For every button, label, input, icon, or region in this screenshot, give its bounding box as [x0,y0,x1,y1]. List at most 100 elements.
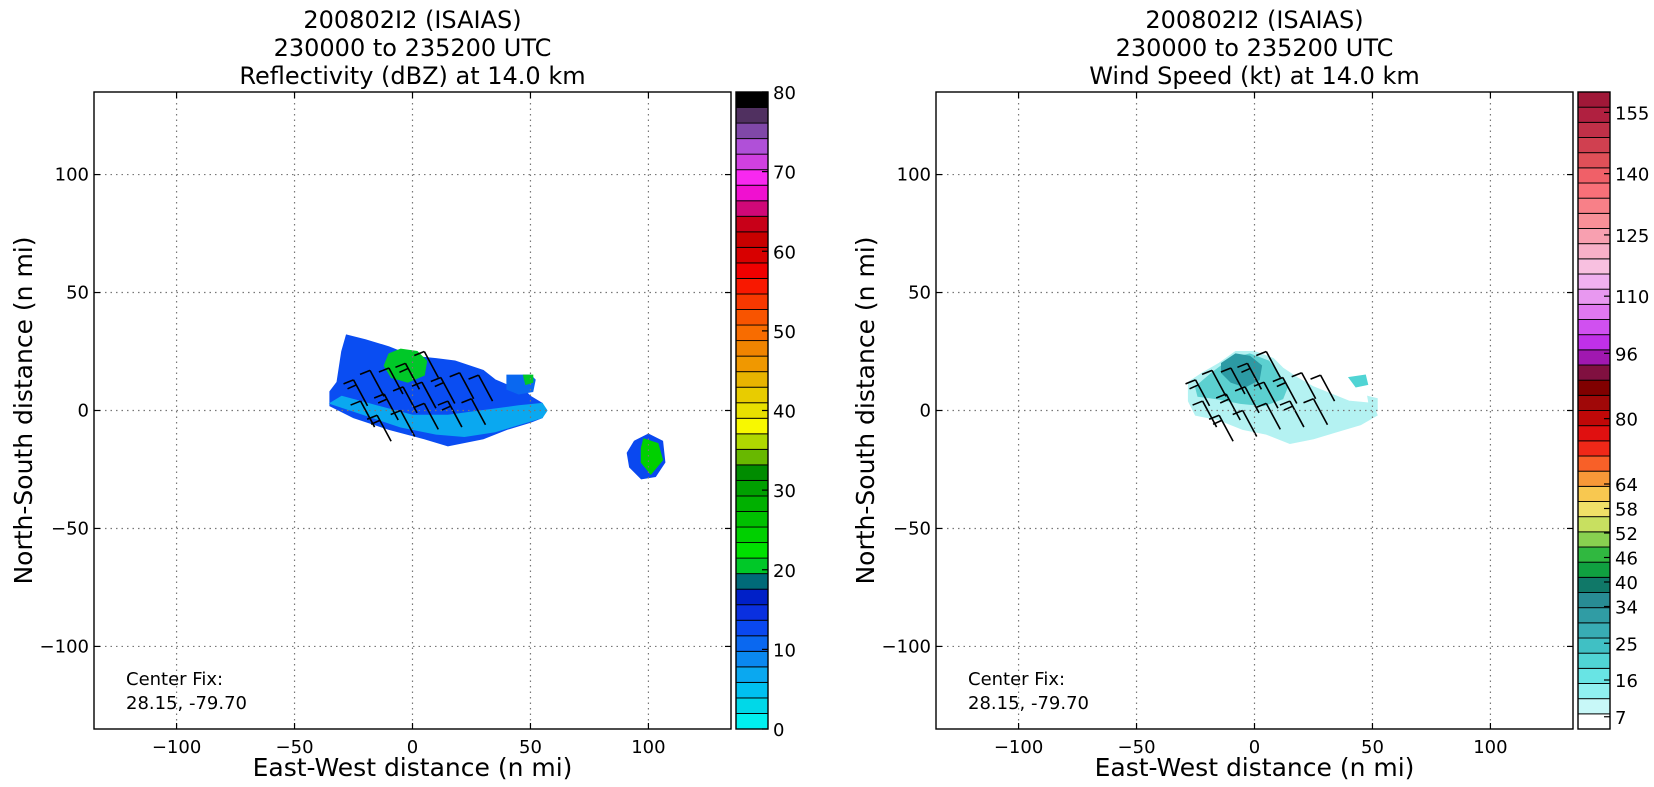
colorbar-tick-label: 155 [1615,103,1649,124]
wind-barb [350,400,376,428]
reflectivity-colorbar: 0 10 20 30 40 50 60 70 80 [735,83,796,741]
reflectivity-y-axis-label: North-South distance (n mi) [9,236,38,584]
colorbar-swatch [1577,379,1611,396]
colorbar-swatch [1577,455,1611,472]
y-tick-label: 0 [78,401,89,422]
wind-barb [461,397,487,426]
x-tick-label: 0 [1249,737,1260,758]
x-tick-label: −50 [276,737,314,758]
colorbar-swatch [1577,137,1611,154]
colorbar-swatch [1577,182,1611,199]
colorbar-swatch [735,153,769,171]
colorbar-swatch [1577,258,1611,275]
colorbar-swatch [735,200,769,217]
colorbar-swatch [735,309,769,326]
colorbar-swatch [1577,228,1611,245]
colorbar-swatch [1577,485,1611,502]
wind-barb [1232,409,1258,437]
colorbar-swatch [735,91,769,108]
wind-speed-wind-barbs [1185,350,1336,442]
wind-barb [411,381,437,409]
colorbar-tick-label: 30 [773,481,796,502]
colorbar-swatch [735,340,769,357]
wind-barb [413,350,440,378]
colorbar-swatch [735,355,769,373]
reflectivity-east-cell-core [522,374,534,386]
reflectivity-far-east-cell-core [640,438,664,475]
wind-barb [413,402,440,430]
colorbar-swatch [735,619,769,637]
colorbar-tick-label: 60 [773,242,796,263]
colorbar-swatch [735,697,769,714]
colorbar-swatch [735,713,769,730]
colorbar-swatch [1577,243,1611,260]
reflectivity-title-line: Reflectivity (dBZ) at 14.0 km [239,62,585,90]
colorbar-tick-label: 7 [1615,708,1626,729]
colorbar-frame [1577,91,1611,730]
colorbar-swatch [735,324,769,342]
y-tick-label: 100 [55,165,89,186]
colorbar-tick-label: 40 [1615,573,1638,594]
colorbar-tick-label: 16 [1615,671,1638,692]
colorbar-swatch [1577,212,1611,229]
y-tick-label: −50 [51,518,89,539]
reflectivity-title-line: 230000 to 235200 UTC [274,34,552,62]
wind-barb [1272,376,1298,404]
x-tick-label: −50 [1118,737,1156,758]
colorbar-tick-label: 140 [1615,165,1649,186]
wind-barb [1310,374,1336,402]
x-tick-label: −100 [152,737,201,758]
wind-speed-panel: −100 −50 0 50 100 −100 −50 0 50 100 200802I2 (ISAI… [851,6,1649,782]
wind-barb [1220,367,1246,395]
colorbar-swatch [735,231,769,248]
colorbar-swatch [735,650,769,668]
colorbar-swatch [1577,152,1611,169]
colorbar-tick-label: 34 [1615,598,1638,619]
colorbar-swatch [735,386,769,404]
colorbar-tick-label: 96 [1615,344,1638,365]
wind-speed-wind-core [1221,353,1263,388]
colorbar-swatch [1577,652,1611,669]
colorbar-swatch [1577,667,1611,684]
colorbar-swatch [735,681,769,699]
colorbar-tick-label: 10 [773,640,796,661]
colorbar-swatch [735,184,769,202]
colorbar-swatch [1577,121,1611,138]
colorbar-swatch [735,588,769,606]
colorbar-swatch [735,122,769,140]
colorbar-swatch [735,262,769,279]
center-fix-annotation: Center Fix: [126,669,223,690]
colorbar-tick-label: 52 [1615,524,1638,545]
colorbar-swatch [735,371,769,388]
wind-barb [468,374,494,402]
y-tick-label: −100 [40,636,89,657]
y-tick-label: −50 [893,518,931,539]
x-tick-label: 0 [407,737,418,758]
wind-speed-colorbar: 7 16 25 34 40 46 52 58 64 80 96 110 125 140 155 [1577,91,1649,730]
colorbar-swatch [735,666,769,683]
colorbar-tick-label: 64 [1615,475,1638,496]
colorbar-swatch [1577,561,1611,578]
wind-barb [1192,400,1218,428]
reflectivity-main-echo-core [383,348,428,383]
colorbar-swatch [735,433,769,450]
colorbar-swatch [1577,576,1611,593]
wind-barb [1234,386,1260,414]
reflectivity-wind-barbs [343,350,494,442]
wind-barb [1255,402,1282,430]
colorbar-swatch [1577,319,1611,336]
colorbar-swatch [735,511,769,528]
colorbar-swatch [735,464,769,481]
y-tick-label: 0 [920,401,931,422]
wind-speed-x-axis-label: East-West distance (n mi) [1095,753,1415,782]
colorbar-swatch [735,495,769,512]
colorbar-swatch [1577,364,1611,381]
colorbar-swatch [1577,91,1611,108]
wind-speed-wind-speck-east [1347,374,1369,388]
colorbar-tick-label: 50 [773,322,796,343]
x-tick-label: −100 [994,737,1043,758]
center-fix-annotation: 28.15, -79.70 [968,693,1089,714]
wind-barb [1253,381,1279,409]
wind-speed-title-line: 200802I2 (ISAIAS) [1145,6,1363,34]
